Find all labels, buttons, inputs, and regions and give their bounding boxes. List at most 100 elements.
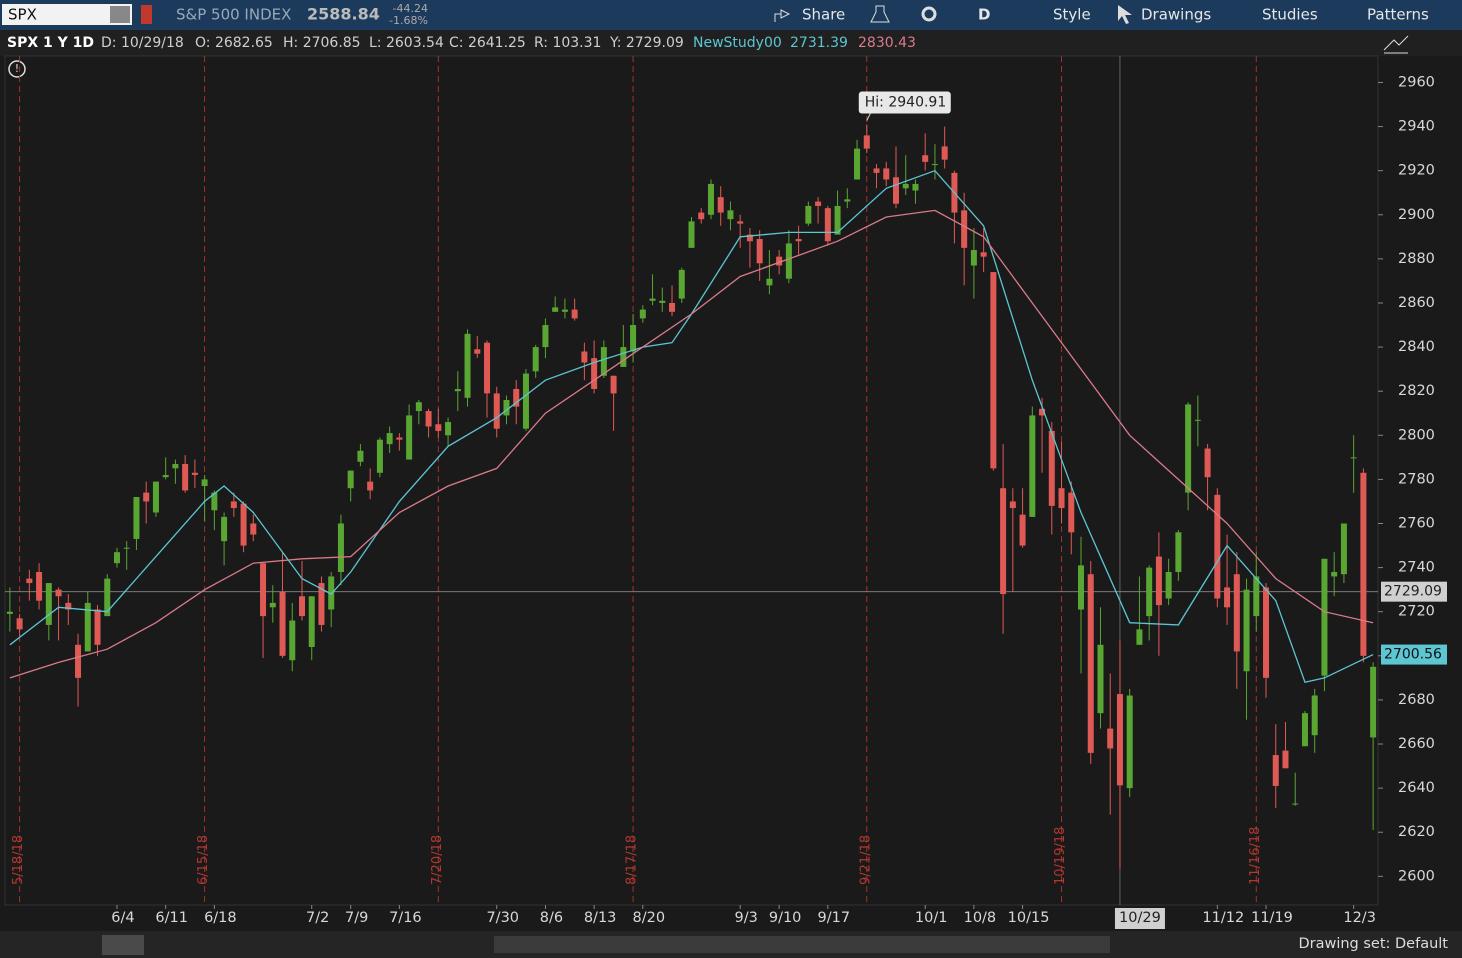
candle-body [240, 503, 247, 546]
drawings-button[interactable]: Drawings [1141, 6, 1211, 24]
x-tick-label: 6/4 [111, 910, 134, 926]
candle-body [649, 298, 656, 301]
drawing-set[interactable]: Drawing set: Default [1298, 936, 1448, 952]
scroll-thumb[interactable] [494, 936, 1110, 953]
candle-body [425, 411, 432, 427]
x-tick-label: 8/13 [584, 910, 617, 926]
candle-body [1078, 565, 1085, 610]
x-tick-label: 6/18 [204, 910, 237, 926]
y-tick-label: 2620 [1398, 824, 1435, 840]
event-label: 6/15/18 [196, 835, 211, 885]
crosshair-y-tag [1381, 581, 1447, 602]
candle-body [737, 221, 744, 224]
scroll-button[interactable] [102, 935, 144, 955]
candle-body [94, 609, 101, 645]
candle-body [318, 583, 325, 625]
candle-body [941, 146, 948, 160]
info-bar [0, 30, 1462, 56]
candle-body [1000, 488, 1007, 595]
x-tick-label: 7/30 [486, 910, 519, 926]
drawing-tool-icon[interactable] [1383, 35, 1409, 54]
crosshair-x-label: 10/29 [1119, 910, 1161, 926]
event-label: 5/18/18 [11, 835, 26, 885]
candle-body [445, 422, 452, 436]
candle-body [1136, 629, 1143, 645]
candle-body [717, 197, 724, 213]
info-icon[interactable] [8, 60, 26, 78]
candle-body [1155, 556, 1162, 606]
candle-body [308, 596, 315, 647]
crosshair-y-label: 2729.09 [1384, 584, 1442, 600]
x-tick-label: 7/9 [345, 910, 368, 926]
share-icon [774, 9, 791, 22]
alert-icon[interactable] [141, 5, 152, 24]
style-button[interactable]: Style [1053, 6, 1091, 24]
candle-body [883, 168, 890, 180]
y-tick-label: 2940 [1398, 119, 1435, 135]
candle-body [513, 388, 520, 407]
cursor-icon [1118, 5, 1132, 24]
candle-body [912, 183, 919, 191]
info-open: O: 2682.65 [195, 35, 273, 51]
candle-body [824, 208, 831, 242]
dropdown[interactable] [110, 6, 130, 23]
candle-body [1097, 644, 1104, 714]
patterns-button[interactable]: Patterns [1367, 6, 1429, 24]
candle-body [152, 481, 159, 513]
candle-body [474, 349, 481, 354]
share-button[interactable]: Share [802, 6, 845, 24]
candle-body [1253, 576, 1260, 617]
candle-body [600, 347, 607, 376]
period-button[interactable]: D [978, 6, 990, 24]
x-tick-label: 10/1 [915, 910, 948, 926]
info-date: D: 10/29/18 [101, 35, 184, 51]
candle-body [990, 272, 997, 469]
candle-body [376, 439, 383, 473]
y-tick-label: 2920 [1398, 163, 1435, 179]
y-tick-label: 2900 [1398, 207, 1435, 223]
candle-body [581, 351, 588, 363]
candle-body [863, 135, 870, 149]
candle-body [532, 347, 539, 372]
candle-body [357, 450, 364, 462]
x-tick-label: 10/15 [1008, 910, 1050, 926]
candle-body [727, 210, 734, 220]
candle-body [785, 243, 792, 279]
candle-body [610, 375, 617, 394]
candle-body [16, 618, 23, 630]
candle-body [493, 393, 500, 429]
x-tick-label: 8/6 [540, 910, 563, 926]
symbol: SPX [8, 6, 37, 24]
study-value: 2731.39 [790, 35, 848, 51]
candle-body [1194, 419, 1201, 421]
candle-body [182, 463, 189, 491]
x-tick-label: 6/11 [155, 910, 188, 926]
candle-body [834, 205, 841, 235]
candle-body [639, 309, 646, 319]
x-tick-label: 11/12 [1202, 910, 1244, 926]
study-line [9, 169, 1374, 684]
studies-button[interactable]: Studies [1262, 6, 1318, 24]
candle-body [1272, 755, 1279, 786]
y-tick-label: 2840 [1398, 339, 1435, 355]
info-icon-glyph: ! [15, 62, 19, 75]
annotation-label: Hi: 2940.91 [865, 95, 946, 111]
y-tick-label: 2660 [1398, 736, 1435, 752]
candle-body [970, 250, 977, 266]
candle-body [1311, 695, 1318, 736]
candle-body [902, 183, 909, 189]
study-line [9, 209, 1374, 679]
candle-body [260, 563, 267, 617]
candle-body [1243, 589, 1250, 672]
flask-icon[interactable] [870, 5, 890, 23]
candle-body [698, 212, 705, 220]
symbol-box[interactable] [2, 4, 132, 25]
settings-icon[interactable] [921, 6, 937, 22]
candle-body [289, 620, 296, 661]
candle-body [776, 256, 783, 266]
annotation-box [858, 91, 951, 114]
candle-body [298, 596, 305, 617]
y-tick-label: 2860 [1398, 295, 1435, 311]
